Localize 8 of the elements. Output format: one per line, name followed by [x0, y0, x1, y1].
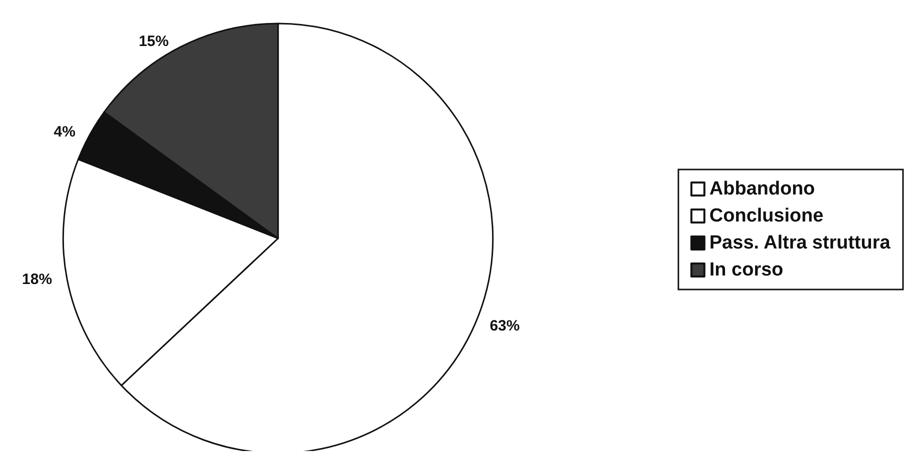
- legend-label: Conclusione: [709, 206, 824, 226]
- data-label: 15%: [138, 33, 169, 50]
- data-label: 63%: [490, 318, 520, 335]
- legend-label: Pass. Altra struttura: [709, 232, 891, 254]
- data-label: 18%: [22, 271, 52, 288]
- data-label: 4%: [54, 123, 76, 140]
- legend-label: In corso: [709, 260, 784, 280]
- legend-label: Abbandono: [709, 178, 815, 200]
